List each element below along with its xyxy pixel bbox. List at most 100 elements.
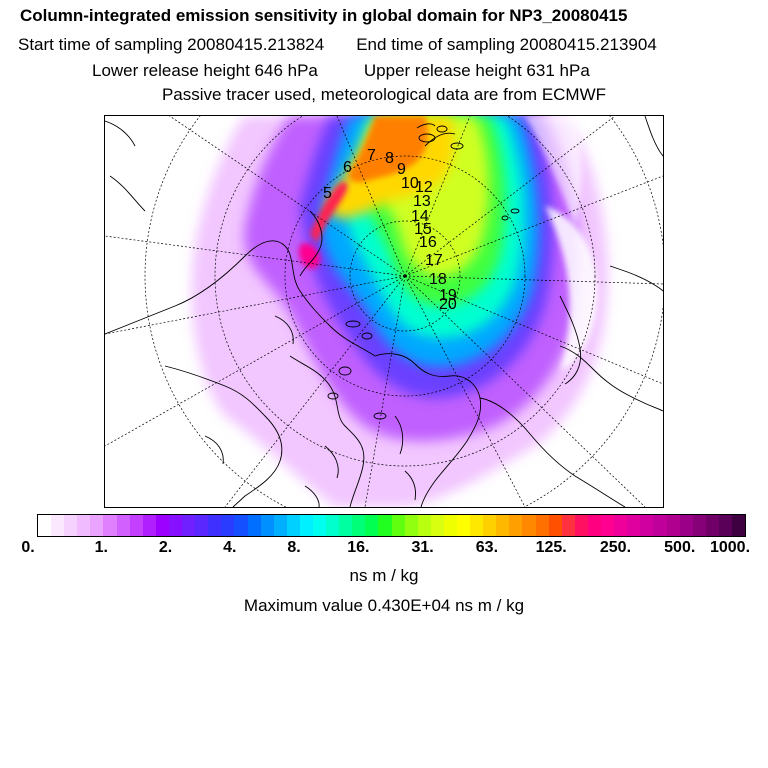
colorbar-tick-label: 31.	[411, 539, 434, 556]
sensitivity-field	[191, 116, 608, 507]
release-heights: Lower release height 646 hPa Upper releas…	[92, 61, 768, 81]
colorbar-cell	[718, 515, 732, 536]
colorbar-tick-label: 125.	[535, 539, 567, 556]
colorbar-cell	[38, 515, 52, 536]
colorbar-cell	[587, 515, 602, 536]
colorbar-cell	[208, 515, 222, 536]
colorbar-cell	[496, 515, 510, 536]
polar-map: 5 6 7 8 9 10 12 13 14 15 16 17 18 19 20	[105, 116, 663, 507]
colorbar-cell	[51, 515, 65, 536]
colorbar-cell	[299, 515, 313, 536]
colorbar-cell	[142, 515, 156, 536]
colorbar-cell	[365, 515, 379, 536]
traj-label-6: 6	[343, 159, 352, 176]
colorbar-tick-label: 2.	[158, 539, 173, 556]
colorbar-cell	[470, 515, 484, 536]
colorbar-cell	[483, 515, 497, 536]
colorbar-cell	[535, 515, 549, 536]
upper-release-height: Upper release height 631 hPa	[363, 61, 590, 80]
colorbar-cell	[77, 515, 91, 536]
plot-title: Column-integrated emission sensitivity i…	[20, 6, 628, 25]
colorbar-cell	[509, 515, 523, 536]
colorbar-cell	[129, 515, 143, 536]
traj-label-20: 20	[439, 296, 457, 313]
traj-label-9: 9	[397, 161, 406, 178]
graticule	[105, 116, 663, 507]
colorbar-cell	[103, 515, 117, 536]
colorbar-cell	[286, 515, 300, 536]
end-sampling-time: End time of sampling 20080415.213904	[356, 35, 657, 54]
colorbar-tick-label: 1000.	[709, 539, 751, 556]
colorbar-tick-label: 0.	[21, 539, 35, 556]
traj-label-10: 10	[401, 175, 419, 192]
traj-label-13: 13	[413, 193, 431, 210]
colorbar-cell	[614, 515, 628, 536]
colorbar-tick-label: 1.	[94, 539, 108, 556]
coastlines	[105, 116, 663, 507]
colorbar-cell	[430, 515, 444, 536]
colorbar-cell	[90, 515, 104, 536]
traj-label-15: 15	[414, 221, 432, 238]
colorbar-cell	[522, 515, 536, 536]
colorbar-cell	[234, 515, 248, 536]
colorbar-cell	[417, 515, 431, 536]
colorbar-cell	[221, 515, 235, 536]
islands	[327, 125, 520, 420]
colorbar-tick-label: 250.	[599, 539, 632, 556]
traj-label-14: 14	[411, 208, 429, 225]
colorbar-cell	[195, 515, 209, 536]
trajectory-labels: 5 6 7 8 9 10 12 13 14 15 16 17 18 19 20	[323, 147, 457, 313]
colorbar-cell	[168, 515, 183, 536]
traj-label-19: 19	[439, 287, 457, 304]
colorbar-cell	[653, 515, 667, 536]
traj-label-7: 7	[367, 147, 376, 164]
colorbar-tick-label: 63.	[475, 539, 499, 556]
lower-release-height: Lower release height 646 hPa	[92, 61, 318, 80]
colorbar-cell	[182, 515, 196, 536]
traj-label-8: 8	[385, 150, 394, 167]
colorbar-tick-label: 16.	[347, 539, 370, 556]
colorbar-cell	[692, 515, 706, 536]
colorbar-cell	[247, 515, 261, 536]
colorbar	[37, 514, 746, 537]
colorbar-cell	[627, 515, 641, 536]
colorbar-tick-label: 8.	[287, 539, 301, 556]
colorbar-cell	[339, 515, 353, 536]
colorbar-tick-label: 500.	[664, 539, 696, 556]
colorbar-tick-labels: 0. 1. 2. 4. 8. 16. 31. 63. 125. 250. 500. 1000.	[0, 539, 768, 561]
colorbar-cell	[561, 515, 575, 536]
colorbar-cell	[705, 515, 719, 536]
colorbar-cell	[548, 515, 562, 536]
colorbar-cell	[443, 515, 457, 536]
tracer-note: Passive tracer used, meteorological data…	[161, 85, 607, 104]
start-sampling-time: Start time of sampling 20080415.213824	[18, 35, 325, 54]
map-panel: 5 6 7 8 9 10 12 13 14 15 16 17 18 19 20	[104, 115, 664, 508]
colorbar-cell	[326, 515, 340, 536]
traj-label-18: 18	[429, 271, 447, 288]
traj-label-5: 5	[323, 185, 332, 202]
colorbar-cell	[574, 515, 588, 536]
colorbar-cell	[378, 515, 392, 536]
colorbar-cell	[273, 515, 287, 536]
colorbar-cell	[64, 515, 78, 536]
colorbar-cell	[640, 515, 654, 536]
colorbar-cell	[155, 515, 169, 536]
colorbar-cell	[679, 515, 693, 536]
colorbar-cell	[116, 515, 130, 536]
colorbar-cell	[404, 515, 418, 536]
sampling-times: Start time of sampling 20080415.213824 En…	[18, 35, 768, 55]
colorbar-cell	[601, 515, 615, 536]
colorbar-cell	[457, 515, 471, 536]
colorbar-cell	[312, 515, 327, 536]
traj-label-16: 16	[419, 234, 437, 251]
colorbar-tick-label: 4.	[223, 539, 237, 556]
colorbar-cell	[666, 515, 680, 536]
colorbar-cell	[260, 515, 274, 536]
traj-label-17: 17	[425, 252, 443, 269]
colorbar-cell	[731, 515, 746, 536]
maximum-value: Maximum value 0.430E+04 ns m / kg	[243, 596, 525, 615]
colorbar-cell	[391, 515, 405, 536]
colorbar-cell	[352, 515, 366, 536]
colorbar-units: ns m / kg	[349, 566, 419, 585]
traj-label-12: 12	[415, 179, 433, 196]
